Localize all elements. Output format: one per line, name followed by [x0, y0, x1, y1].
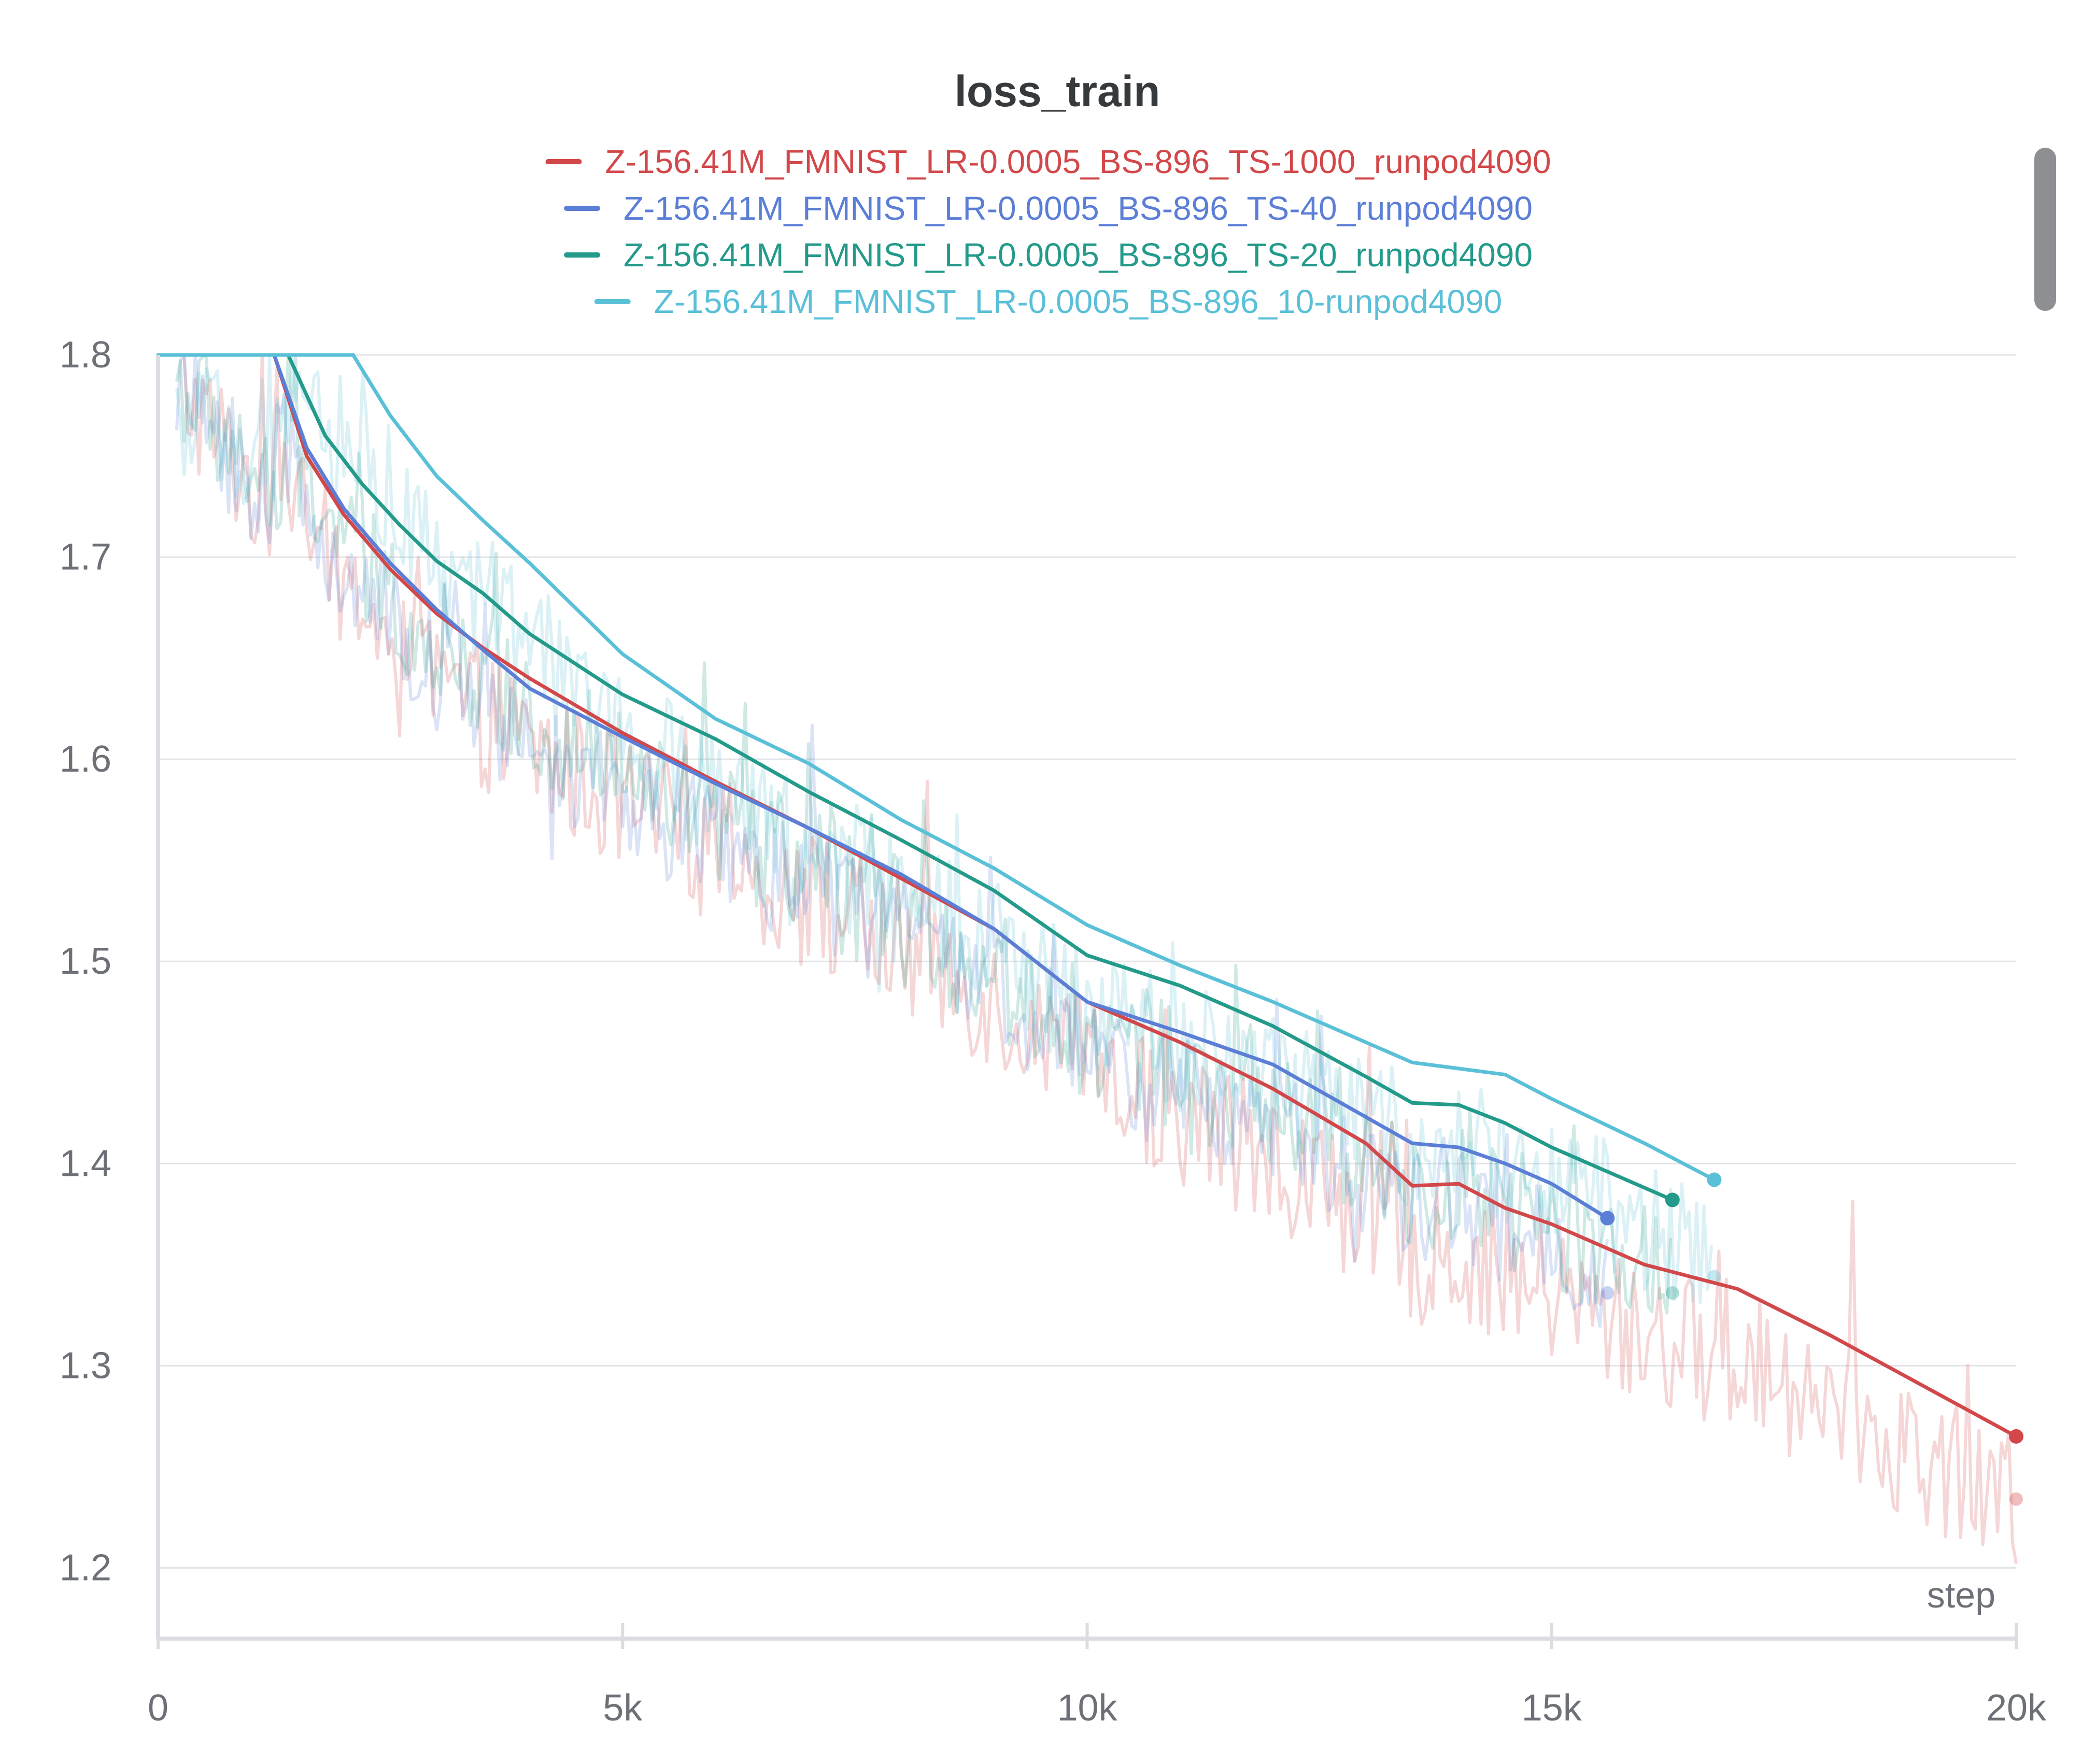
smoothed-series-line[interactable]: [286, 353, 1675, 1202]
raw-series-end-marker: [2009, 1492, 2023, 1506]
legend-label: Z-156.41M_FMNIST_LR-0.0005_BS-896_TS-40_…: [624, 190, 1533, 227]
grid: [158, 354, 2016, 1569]
x-axis-title: step: [1927, 1575, 1995, 1615]
axes: [156, 355, 2018, 1649]
x-tick-label: 15k: [1522, 1687, 1582, 1729]
y-tick-label: 1.7: [60, 536, 111, 578]
raw-series-line: [176, 353, 2018, 1564]
legend-item[interactable]: Z-156.41M_FMNIST_LR-0.0005_BS-896_10-run…: [594, 283, 1503, 320]
y-tick-label: 1.6: [60, 738, 111, 780]
legend-label: Z-156.41M_FMNIST_LR-0.0005_BS-896_TS-100…: [605, 143, 1551, 180]
legend-label: Z-156.41M_FMNIST_LR-0.0005_BS-896_10-run…: [654, 283, 1503, 320]
tick-labels: 1.2 1.3 1.4 1.5 1.6 1.7 1.8 0 5k 10k 15k 20k: [60, 334, 2047, 1729]
y-tick-label: 1.2: [60, 1547, 111, 1588]
legend-label: Z-156.41M_FMNIST_LR-0.0005_BS-896_TS-20_…: [624, 236, 1533, 274]
chart-title: loss_train: [955, 67, 1160, 116]
y-tick-label: 1.5: [60, 941, 111, 982]
raw-series-line: [175, 353, 1673, 1315]
series-end-marker[interactable]: [1600, 1211, 1615, 1226]
x-tick-label: 20k: [1986, 1687, 2047, 1729]
smoothed-series-line[interactable]: [156, 353, 1716, 1182]
legend[interactable]: Z-156.41M_FMNIST_LR-0.0005_BS-896_TS-100…: [545, 143, 1551, 320]
smoothed-series-layer: [156, 353, 2023, 1444]
legend-scrollbar[interactable]: [2034, 148, 2056, 311]
y-tick-label: 1.4: [60, 1143, 111, 1184]
raw-series-end-marker: [1665, 1286, 1679, 1300]
legend-item[interactable]: Z-156.41M_FMNIST_LR-0.0005_BS-896_TS-40_…: [564, 190, 1533, 227]
legend-item[interactable]: Z-156.41M_FMNIST_LR-0.0005_BS-896_TS-100…: [545, 143, 1551, 180]
y-tick-label: 1.3: [60, 1345, 111, 1386]
x-tick-label: 5k: [603, 1687, 643, 1729]
raw-series-end-marker: [1601, 1286, 1615, 1300]
legend-item[interactable]: Z-156.41M_FMNIST_LR-0.0005_BS-896_TS-20_…: [564, 236, 1533, 274]
y-tick-label: 1.8: [60, 334, 111, 376]
x-tick-label: 10k: [1057, 1687, 1117, 1729]
smoothed-series-line[interactable]: [272, 353, 1609, 1220]
series-end-marker[interactable]: [1665, 1192, 1680, 1207]
raw-series-line: [175, 353, 1713, 1304]
smoothed-series-line[interactable]: [272, 353, 2018, 1439]
series-end-marker[interactable]: [1707, 1172, 1722, 1187]
x-tick-label: 0: [148, 1687, 168, 1729]
series-end-marker[interactable]: [2009, 1429, 2023, 1444]
